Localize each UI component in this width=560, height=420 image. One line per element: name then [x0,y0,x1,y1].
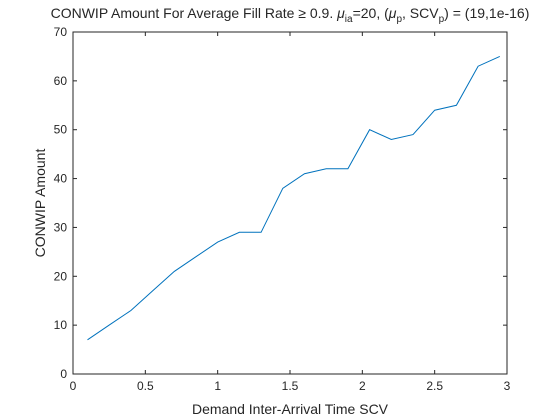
y-tick-label: 10 [54,318,68,332]
plot-area [72,31,508,375]
title-mu-symbol: μ [336,5,345,21]
x-tick-label: 1 [214,379,221,393]
y-tick-label: 40 [54,172,68,186]
x-tick-label: 2.5 [426,379,443,393]
chart-title: CONWIP Amount For Average Fill Rate ≥ 0.… [51,5,530,25]
title-tail: ) = (19,1e-16) [444,5,529,21]
x-axis-label: Demand Inter-Arrival Time SCV [192,401,389,417]
title-subscript-ia: ia [345,14,353,25]
series-line [87,55,501,341]
title-mu-symbol-2: μ [388,5,397,21]
y-axis-ticks: 0 10 20 30 40 50 60 70 [54,25,507,381]
y-tick-label: 50 [54,123,68,137]
y-tick-label: 60 [54,74,68,88]
x-tick-label: 1.5 [282,379,299,393]
x-tick-label: 3 [504,379,511,393]
title-subscript-p-2: p [439,14,445,25]
x-tick-label: 0.5 [137,379,154,393]
title-lead: CONWIP Amount For Average Fill Rate ≥ 0.… [51,5,338,21]
x-tick-label: 2 [359,379,366,393]
x-axis-ticks: 0 0.5 1 1.5 2 2.5 3 [70,32,511,393]
title-eq20: =20, ( [353,5,390,21]
y-tick-label: 30 [54,220,68,234]
y-tick-label: 20 [54,269,68,283]
y-axis-label: CONWIP Amount [32,149,48,258]
x-tick-label: 0 [70,379,77,393]
y-tick-label: 70 [54,25,68,39]
title-mid: , SCV [402,5,439,21]
title-subscript-p: p [396,14,402,25]
y-tick-label: 0 [60,367,67,381]
